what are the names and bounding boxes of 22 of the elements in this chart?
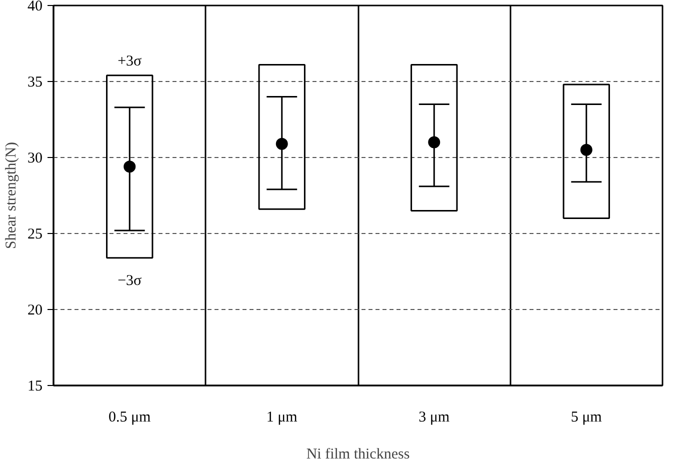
bar	[562, 84, 610, 220]
point	[428, 136, 440, 148]
bar	[258, 64, 306, 210]
x-tick-label: 3 μm	[418, 410, 450, 426]
y-tick-label: 25	[28, 226, 42, 242]
bar	[410, 64, 458, 212]
y-tick-label: 15	[28, 378, 42, 394]
x-tick-label: 5 μm	[570, 410, 602, 426]
point	[124, 160, 136, 173]
y-tick-label: 30	[28, 150, 42, 166]
x-tick-label: 0.5 μm	[108, 410, 152, 426]
point	[580, 144, 592, 156]
point	[276, 138, 288, 150]
x-tick-label: 1 μm	[266, 410, 298, 426]
annotation: −3σ	[118, 273, 142, 290]
y-tick-label: 20	[28, 302, 42, 318]
annotation: +3σ	[118, 53, 142, 70]
x-axis-title: Ni film thickness	[306, 446, 410, 462]
y-axis-title: Shear strength(N)	[4, 142, 20, 250]
bar	[106, 74, 154, 259]
y-tick-label: 40	[28, 0, 42, 14]
y-tick-label: 35	[28, 74, 42, 90]
